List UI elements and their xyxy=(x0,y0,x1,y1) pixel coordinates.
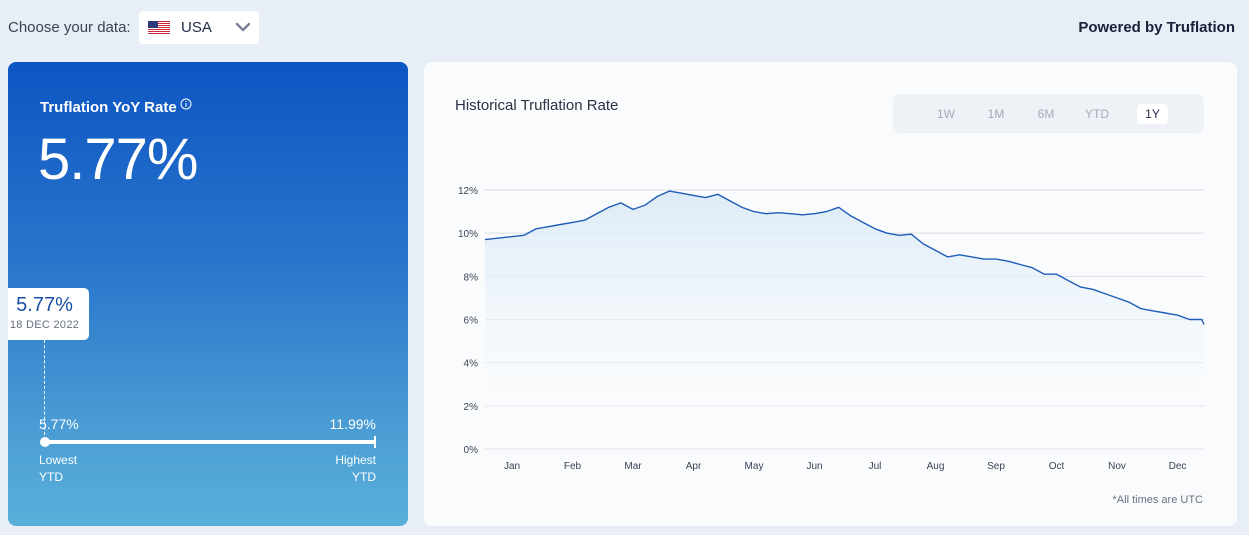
marker-value: 5.77% xyxy=(16,294,73,316)
country-select-value: USA xyxy=(181,19,212,36)
chevron-down-icon xyxy=(235,20,251,39)
range-end-tick xyxy=(374,436,376,448)
x-tick-label: Jul xyxy=(869,461,882,472)
x-tick-label: Dec xyxy=(1169,461,1187,472)
x-tick-label: Sep xyxy=(987,461,1005,472)
x-tick-label: Apr xyxy=(686,461,702,472)
y-tick-label: 0% xyxy=(464,445,479,456)
series-line xyxy=(484,190,1205,325)
yoy-rate-title: Truflation YoY Rate xyxy=(40,99,177,116)
timezone-footnote: *All times are UTC xyxy=(1112,494,1203,506)
x-tick-label: Oct xyxy=(1049,461,1065,472)
country-select[interactable]: USA xyxy=(139,11,259,44)
history-title: Historical Truflation Rate xyxy=(455,97,619,114)
range-high-label: Highest YTD xyxy=(335,452,376,486)
range-tabs: 1W 1M 6M YTD 1Y xyxy=(893,94,1204,133)
history-chart: 0% 2% 4% 6% 8% 10% 12% Jan Feb Mar Apr May Jun Jul Aug… xyxy=(458,186,1205,472)
x-tick-label: Feb xyxy=(564,461,582,472)
tab-1w[interactable]: 1W xyxy=(937,107,955,121)
range-low-value: 5.77% xyxy=(39,416,79,432)
range-high-label-line1: Highest xyxy=(335,453,376,467)
y-tick-label: 6% xyxy=(464,316,479,327)
ytd-range-bar xyxy=(42,440,376,444)
x-tick-label: Jun xyxy=(806,461,822,472)
y-tick-label: 8% xyxy=(464,272,479,283)
us-flag-icon xyxy=(148,21,170,34)
tab-ytd[interactable]: YTD xyxy=(1085,107,1109,121)
x-tick-label: May xyxy=(745,461,764,472)
marker-dashed-line xyxy=(44,340,45,440)
range-low-label: Lowest YTD xyxy=(39,452,77,486)
tab-1y[interactable]: 1Y xyxy=(1137,104,1168,124)
info-icon[interactable] xyxy=(180,97,192,115)
range-current-knob xyxy=(40,437,50,447)
range-high-label-line2: YTD xyxy=(352,470,376,484)
rate-marker-tooltip: 5.77% 18 DEC 2022 xyxy=(8,288,89,340)
yoy-rate-card: Truflation YoY Rate 5.77% 5.77% 18 DEC 2… xyxy=(8,62,408,526)
tab-1m[interactable]: 1M xyxy=(987,107,1005,121)
marker-date: 18 DEC 2022 xyxy=(9,319,80,331)
powered-by-label: Powered by Truflation xyxy=(1078,19,1235,36)
y-tick-label: 10% xyxy=(458,229,478,240)
tab-6m[interactable]: 6M xyxy=(1037,107,1055,121)
y-tick-label: 2% xyxy=(464,402,479,413)
history-card: Historical Truflation Rate 1W 1M 6M YTD 1Y 0… xyxy=(424,62,1237,526)
current-rate: 5.77% xyxy=(38,127,198,192)
series-area xyxy=(485,191,1204,449)
range-low-label-line2: YTD xyxy=(39,470,63,484)
top-bar: Choose your data: USA Powered by Truflat… xyxy=(0,0,1249,56)
range-high-value: 11.99% xyxy=(329,416,376,432)
y-tick-label: 12% xyxy=(458,186,478,197)
x-tick-label: Jan xyxy=(504,461,520,472)
x-tick-label: Mar xyxy=(624,461,642,472)
x-tick-label: Nov xyxy=(1108,461,1126,472)
choose-data-label: Choose your data: xyxy=(8,19,131,36)
x-tick-label: Aug xyxy=(927,461,945,472)
y-tick-label: 4% xyxy=(464,359,479,370)
range-low-label-line1: Lowest xyxy=(39,453,78,467)
